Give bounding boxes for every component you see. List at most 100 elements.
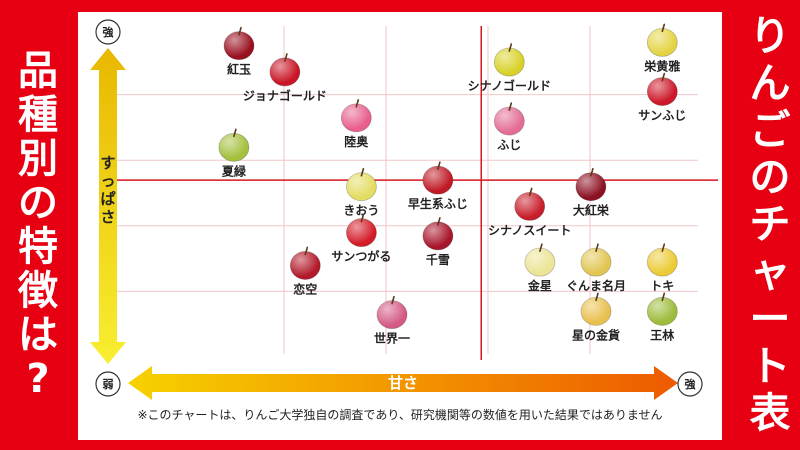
apple-point: サンつがる: [331, 213, 391, 264]
apple-label: きおう: [343, 204, 379, 218]
right-title: りんごのチャート表: [738, 0, 800, 450]
apple-stem: [590, 167, 594, 177]
x-low-label: 弱: [103, 378, 114, 391]
y-high-label: 強: [103, 25, 114, 39]
apple-label: 夏緑: [222, 163, 247, 178]
apple-label: 大紅栄: [573, 203, 610, 218]
apple-point: 栄黄雅: [643, 23, 680, 73]
apple-stem: [233, 128, 237, 138]
right-title-char: の: [749, 153, 791, 202]
apple-point: 紅玉: [223, 26, 255, 77]
apple-point: シナノスイート: [488, 187, 571, 237]
x-axis-arrow: [128, 366, 678, 400]
left-title: 品種別の特徴は?: [6, 0, 70, 450]
apple-label: シナノゴールド: [468, 78, 551, 93]
apple-stem: [508, 43, 513, 52]
apple-label: トキ: [650, 279, 674, 293]
apple-label: ふじ: [497, 138, 521, 152]
apple-highlight: [581, 248, 611, 277]
left-title-char: ?: [26, 356, 50, 402]
left-title-char: 種: [18, 92, 58, 138]
left-title-char: 別: [18, 136, 58, 182]
apple-highlight: [218, 133, 249, 162]
right-title-char: ャ: [749, 247, 791, 296]
apple-highlight: [422, 166, 453, 195]
apple-highlight: [647, 248, 678, 277]
left-title-char: 特: [18, 224, 58, 270]
apple-highlight: [581, 297, 611, 326]
apple-point: 星の金貨: [572, 292, 620, 342]
apple-point: 千雪: [422, 217, 454, 267]
right-title-char: ー: [749, 294, 791, 343]
right-title-char: チ: [749, 200, 791, 249]
apple-label: 陸奥: [344, 134, 369, 149]
right-title-char: り: [749, 12, 791, 61]
x-low-label-circle: [95, 371, 121, 397]
apple-stem: [437, 217, 441, 226]
apple-stem: [360, 213, 365, 223]
apple-highlight: [575, 172, 606, 201]
apple-stem: [508, 102, 513, 111]
apple-highlight: [422, 221, 453, 250]
y-axis-title: すっぱさ: [100, 154, 115, 226]
right-title-char: 表: [749, 388, 791, 437]
apple-stem: [355, 99, 360, 108]
apple-point: 陸奥: [340, 99, 372, 149]
apple-point: サンふじ: [638, 72, 686, 123]
left-title-char: の: [18, 180, 58, 226]
apple-label: 星の金貨: [572, 327, 620, 342]
apple-highlight: [647, 77, 678, 106]
apple-label: 紅玉: [227, 62, 251, 77]
apple-stem: [595, 292, 599, 302]
apple-highlight: [377, 300, 407, 329]
apple-stem: [661, 243, 666, 252]
apple-label: 千雪: [426, 252, 450, 267]
apple-stem: [661, 72, 666, 82]
x-axis-title: 甘さ: [388, 374, 418, 392]
left-title-char: は: [18, 312, 58, 358]
apple-point: 夏緑: [218, 128, 250, 178]
apple-stem: [238, 26, 242, 36]
right-title-char: ん: [749, 59, 791, 108]
y-axis-arrow: [90, 48, 126, 364]
apple-highlight: [647, 28, 678, 57]
apple-highlight: [494, 48, 525, 77]
apple-point: 大紅栄: [573, 167, 610, 218]
apple-label: ジョナゴールド: [243, 88, 327, 103]
axes: すっぱさ甘さ強弱強: [90, 19, 703, 400]
apple-point: 恋空: [289, 246, 321, 296]
apple-stem: [304, 246, 309, 256]
apple-label: サンつがる: [331, 249, 391, 264]
apple-stem: [437, 161, 441, 170]
apple-point: 王林: [646, 292, 678, 342]
apple-highlight: [269, 57, 300, 86]
apple-point: ぐんま名月: [566, 243, 626, 293]
apple-point: ふじ: [493, 102, 525, 152]
apple-highlight: [494, 107, 525, 136]
apple-highlight: [647, 297, 678, 326]
apple-point: ジョナゴールド: [243, 53, 327, 103]
apple-highlight: [346, 172, 377, 201]
apple-highlight: [341, 103, 372, 132]
apple-stem: [661, 292, 666, 302]
apple-label: 恋空: [293, 281, 317, 296]
x-high-label: 強: [685, 377, 696, 391]
apple-point: 世界一: [374, 295, 410, 346]
apple-label: 王林: [650, 327, 674, 342]
apple-label: 世界一: [374, 331, 410, 346]
apple-label: 早生系ふじ: [408, 196, 468, 211]
apple-label: サンふじ: [638, 109, 686, 123]
apple-highlight: [514, 192, 545, 221]
apple-highlight: [224, 31, 254, 60]
apple-point: トキ: [646, 243, 678, 293]
x-high-label-circle: [677, 371, 703, 397]
apple-stem: [391, 295, 395, 305]
apple-highlight: [524, 248, 555, 277]
apple-point: きおう: [343, 167, 379, 218]
left-title-char: 徴: [18, 268, 58, 314]
apple-stem: [360, 167, 365, 177]
apple-label: 金星: [527, 278, 552, 293]
apple-point: 金星: [524, 243, 556, 293]
apple-point: シナノゴールド: [468, 43, 551, 93]
